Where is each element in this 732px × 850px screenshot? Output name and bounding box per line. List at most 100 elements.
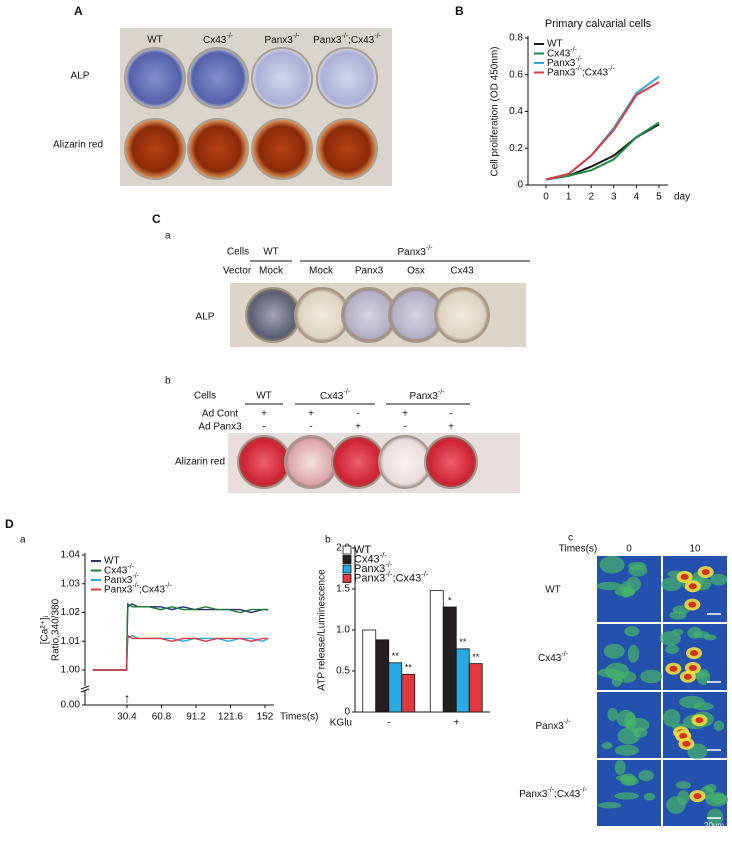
cell-blob	[688, 664, 697, 671]
treatment-label: Ad Panx3	[198, 422, 242, 433]
series-line	[92, 634, 269, 671]
legend-label: Panx3-/-	[354, 560, 393, 575]
well	[331, 435, 385, 489]
bar	[468, 663, 483, 713]
y-tick-label: 0	[517, 180, 523, 191]
well	[237, 435, 291, 489]
time-label: 0	[626, 544, 632, 555]
cell-blob	[677, 790, 690, 805]
cell-blob	[623, 776, 639, 786]
well	[124, 47, 186, 109]
legend-label: Cx43-/-	[547, 47, 578, 59]
cell-blob	[705, 783, 717, 793]
x-tick-label: 5	[656, 192, 662, 203]
panel-label: a	[20, 535, 26, 546]
bar	[429, 590, 444, 713]
legend-swatch	[342, 574, 352, 583]
significance: *	[448, 595, 452, 605]
cell-blob	[614, 587, 636, 597]
y-tick-label: 1.03	[61, 578, 81, 589]
bar	[362, 629, 377, 713]
significance: **	[459, 637, 467, 647]
x-axis-label: day	[674, 192, 690, 203]
legend-label: WT	[104, 556, 120, 567]
y-tick-label: 0.8	[509, 33, 523, 44]
column-label: WT	[147, 35, 163, 46]
x-tick-label: 1	[566, 192, 572, 203]
cell-blob	[680, 573, 689, 580]
row-label: Alizarin red	[175, 457, 225, 468]
cell-blob	[701, 569, 710, 576]
group-label: WT	[256, 391, 272, 402]
wells	[124, 47, 378, 180]
significance: **	[405, 663, 413, 673]
panel-label: D	[5, 517, 14, 531]
y-tick-label: 0.6	[509, 69, 523, 80]
x-tick-label: 3	[611, 192, 617, 203]
chart-title: Primary calvarial cells	[545, 18, 652, 30]
cell-blob	[693, 631, 710, 639]
y-axis-label: ATP release/Luminescence	[317, 569, 328, 691]
y-axis-label: [Ca²⁺]ᵢ	[40, 615, 51, 644]
x-tick-label: +	[453, 718, 459, 729]
stimulus-arrow: ↑	[124, 690, 131, 705]
axis-break	[80, 685, 90, 690]
cell-blob	[692, 702, 714, 711]
legend-label: WT	[354, 544, 371, 556]
cell-blob	[601, 742, 613, 749]
cell-blob	[690, 650, 699, 657]
cell-blob	[688, 601, 697, 608]
y-tick-label: 0.4	[509, 106, 523, 117]
cell-blob	[707, 808, 724, 826]
cell-blob	[617, 671, 637, 683]
well	[187, 47, 249, 109]
column-label: Panx3-/-	[265, 33, 301, 45]
cell-blob	[597, 802, 622, 809]
legend-label: Panx3-/-;Cx43-/-	[547, 66, 615, 78]
y-tick-label: 1.01	[61, 636, 81, 647]
well	[378, 435, 432, 489]
row-header: Cells	[227, 247, 249, 258]
treatment-mark: -	[262, 422, 265, 433]
cell-blob	[679, 733, 688, 740]
y-tick-label: 0.2	[509, 143, 523, 154]
legend-label: Panx3-/-	[104, 573, 140, 585]
x-tick-label: 30.4	[117, 712, 137, 723]
group-label: Cx43-/-	[320, 389, 351, 401]
x-axis-label: KGlu	[330, 718, 352, 729]
row-label: Panx3-/-;Cx43-/-	[519, 787, 587, 799]
cell-blob	[628, 564, 648, 577]
legend-label: Panx3-/-	[547, 56, 583, 68]
well	[316, 47, 378, 109]
wells	[237, 435, 478, 489]
wells	[245, 287, 490, 343]
treatment-label: Ad Cont	[202, 409, 238, 420]
cell-blob	[607, 707, 618, 722]
axis-break	[80, 688, 90, 693]
y-axis-label: Cell proliferation (OD 450nm)	[490, 46, 501, 176]
bar	[388, 662, 403, 713]
subpanel-label: b	[165, 376, 171, 387]
legend-label: WT	[547, 39, 563, 50]
subpanel-label: a	[165, 231, 171, 242]
bar	[442, 606, 457, 713]
cell-blob	[713, 720, 725, 732]
legend-label: Panx3-/-;Cx43-/-	[354, 569, 429, 584]
x-tick-label: 4	[634, 192, 640, 203]
cell-blob	[683, 673, 692, 680]
cell-blob	[614, 760, 626, 775]
row-label: Alizarin red	[53, 140, 103, 151]
well	[245, 287, 301, 343]
y-tick-label: 1.0	[336, 625, 350, 636]
series-line	[545, 121, 660, 181]
cell-blob	[662, 708, 681, 727]
group-label: Panx3-/-	[410, 389, 446, 401]
well	[284, 435, 338, 489]
cell-blob	[643, 792, 656, 801]
group-label: WT	[263, 247, 279, 258]
well	[294, 287, 350, 343]
cell-blob	[599, 555, 625, 574]
legend-swatch	[342, 545, 352, 555]
cell-blob	[665, 644, 680, 654]
